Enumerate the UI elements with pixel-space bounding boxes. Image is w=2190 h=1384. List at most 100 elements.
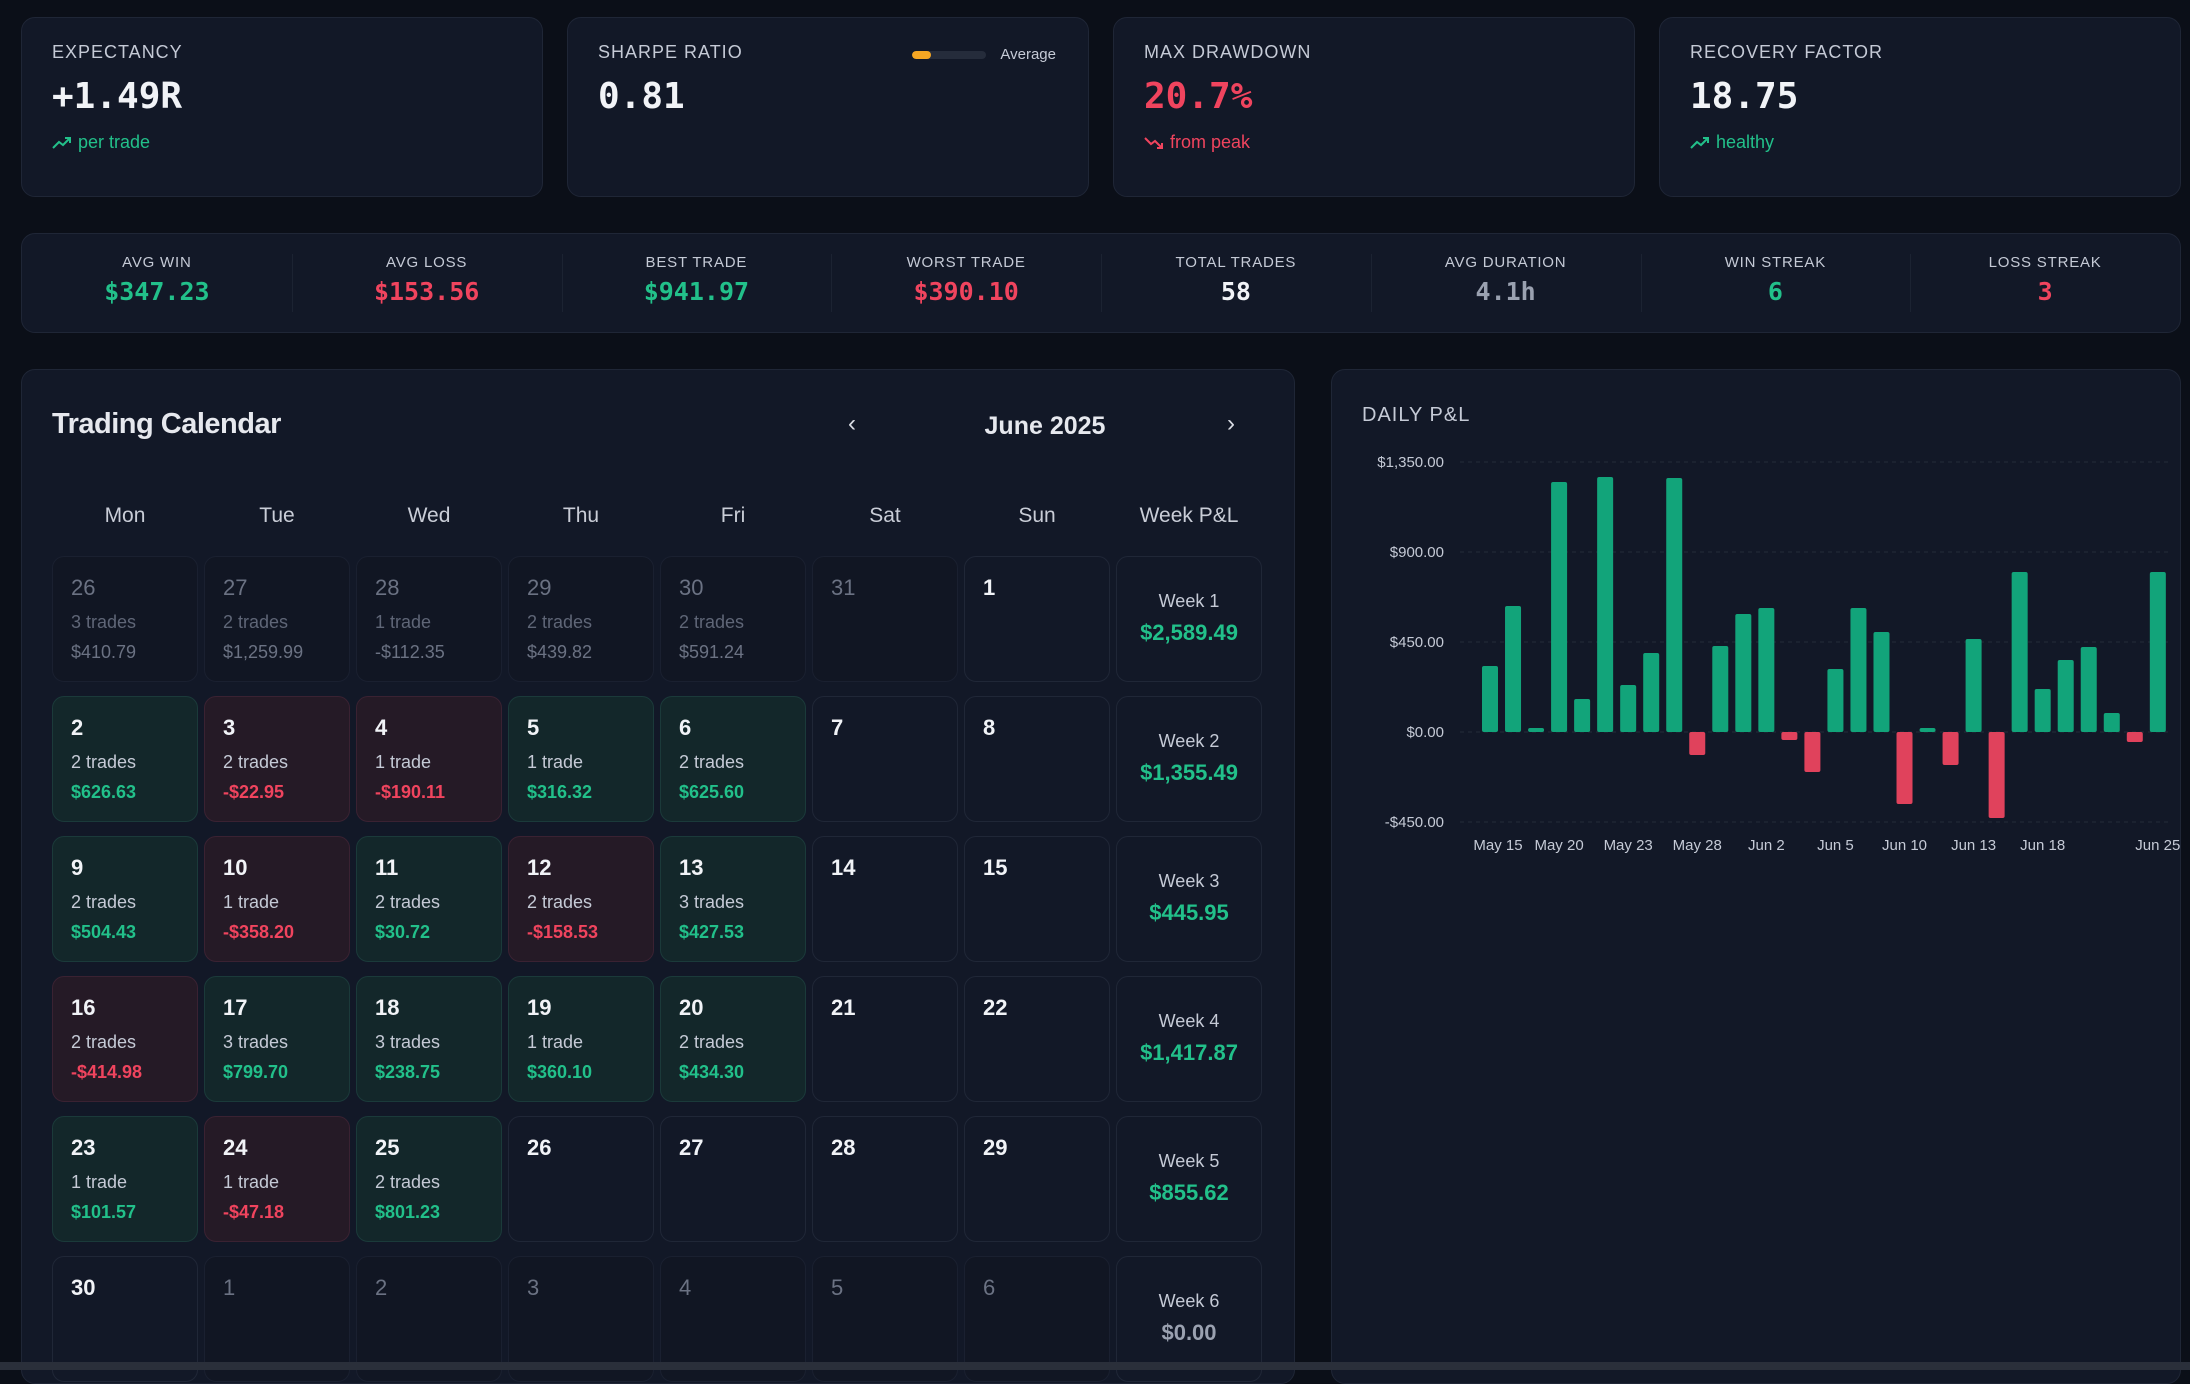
calendar-day-cell[interactable]: 12 2 trades -$158.53 bbox=[508, 836, 654, 962]
pnl-bar[interactable] bbox=[1643, 653, 1660, 732]
pnl-bar[interactable] bbox=[1574, 699, 1591, 732]
pnl-bar[interactable] bbox=[2057, 660, 2074, 732]
pnl-bar[interactable] bbox=[1758, 608, 1775, 732]
calendar-day-cell[interactable]: 25 2 trades $801.23 bbox=[356, 1116, 502, 1242]
calendar-day-cell[interactable]: 23 1 trade $101.57 bbox=[52, 1116, 198, 1242]
pnl-bar[interactable] bbox=[2126, 732, 2143, 742]
stat-value: 4.1h bbox=[1475, 277, 1536, 306]
pnl-bar[interactable] bbox=[2149, 572, 2166, 732]
kpi-label: SHARPE RATIO bbox=[598, 42, 743, 62]
day-pnl: -$158.53 bbox=[527, 922, 599, 942]
calendar-day-cell[interactable]: 3 bbox=[508, 1256, 654, 1382]
calendar-day-cell[interactable]: 11 2 trades $30.72 bbox=[356, 836, 502, 962]
calendar-day-cell[interactable]: 7 bbox=[812, 696, 958, 822]
calendar-day-cell[interactable]: 4 1 trade -$190.11 bbox=[356, 696, 502, 822]
calendar-day-cell[interactable]: 14 bbox=[812, 836, 958, 962]
pnl-bar[interactable] bbox=[1988, 732, 2005, 818]
calendar-day-cell[interactable]: 29 bbox=[964, 1116, 1110, 1242]
day-trade-count: 1 trade bbox=[375, 752, 432, 772]
pnl-bar[interactable] bbox=[1505, 606, 1522, 732]
calendar-day-cell[interactable]: 31 bbox=[812, 556, 958, 682]
bottom-scrollbar[interactable] bbox=[0, 1362, 2190, 1370]
calendar-day-cell[interactable]: 20 2 trades $434.30 bbox=[660, 976, 806, 1102]
calendar-day-cell[interactable]: 24 1 trade -$47.18 bbox=[204, 1116, 350, 1242]
calendar-day-cell[interactable]: 10 1 trade -$358.20 bbox=[204, 836, 350, 962]
day-number: 8 bbox=[983, 715, 996, 740]
calendar-day-cell[interactable]: 28 1 trade -$112.35 bbox=[356, 556, 502, 682]
prev-month-button[interactable]: ‹ bbox=[848, 410, 856, 438]
calendar-day-cell[interactable]: 26 bbox=[508, 1116, 654, 1242]
day-pnl: $101.57 bbox=[71, 1202, 137, 1222]
calendar-day-cell[interactable]: 22 bbox=[964, 976, 1110, 1102]
pnl-bar[interactable] bbox=[2034, 689, 2051, 732]
calendar-day-cell[interactable]: 3 2 trades -$22.95 bbox=[204, 696, 350, 822]
pnl-bar[interactable] bbox=[1896, 732, 1913, 804]
weekday-header: Tue bbox=[259, 504, 295, 527]
gauge-fill bbox=[912, 50, 931, 59]
pnl-bar[interactable] bbox=[1482, 666, 1498, 732]
day-number: 3 bbox=[223, 715, 236, 740]
calendar-day-cell[interactable]: 5 bbox=[812, 1256, 958, 1382]
pnl-bar[interactable] bbox=[1528, 728, 1545, 732]
pnl-bar[interactable] bbox=[1827, 669, 1844, 732]
pnl-bar[interactable] bbox=[1942, 732, 1959, 765]
pnl-bar[interactable] bbox=[1597, 477, 1614, 732]
pnl-bar[interactable] bbox=[1620, 685, 1637, 732]
calendar-day-cell[interactable]: 1 bbox=[964, 556, 1110, 682]
calendar-day-cell[interactable]: 16 2 trades -$414.98 bbox=[52, 976, 198, 1102]
calendar-day-cell[interactable]: 18 3 trades $238.75 bbox=[356, 976, 502, 1102]
calendar-day-cell[interactable]: 8 bbox=[964, 696, 1110, 822]
pnl-bar[interactable] bbox=[1850, 608, 1867, 732]
calendar-day-cell[interactable]: 28 bbox=[812, 1116, 958, 1242]
day-number: 6 bbox=[983, 1275, 996, 1300]
kpi-value: +1.49R bbox=[52, 76, 183, 117]
pnl-bar[interactable] bbox=[1873, 632, 1890, 732]
pnl-bar[interactable] bbox=[1712, 646, 1729, 732]
calendar-day-cell[interactable]: 1 bbox=[204, 1256, 350, 1382]
calendar-day-cell[interactable]: 27 bbox=[660, 1116, 806, 1242]
day-number: 13 bbox=[679, 855, 704, 880]
day-pnl: -$190.11 bbox=[375, 782, 446, 802]
calendar-day-cell[interactable]: 5 1 trade $316.32 bbox=[508, 696, 654, 822]
stat-label: TOTAL TRADES bbox=[1175, 254, 1297, 271]
calendar-day-cell[interactable]: 26 3 trades $410.79 bbox=[52, 556, 198, 682]
day-number: 28 bbox=[375, 575, 400, 600]
trading-calendar-panel: Trading Calendar ‹ June 2025 › Mon Tue Wed… bbox=[21, 369, 1295, 1384]
pnl-bar[interactable] bbox=[2103, 713, 2120, 732]
calendar-day-cell[interactable]: 4 bbox=[660, 1256, 806, 1382]
calendar-day-cell[interactable]: 19 1 trade $360.10 bbox=[508, 976, 654, 1102]
calendar-day-cell[interactable]: 2 bbox=[356, 1256, 502, 1382]
pnl-bar[interactable] bbox=[1804, 732, 1821, 772]
day-number: 1 bbox=[983, 575, 996, 600]
day-number: 2 bbox=[71, 715, 84, 740]
day-number: 24 bbox=[223, 1135, 248, 1160]
calendar-day-cell[interactable]: 9 2 trades $504.43 bbox=[52, 836, 198, 962]
pnl-bar[interactable] bbox=[1666, 478, 1683, 732]
calendar-day-cell[interactable]: 15 bbox=[964, 836, 1110, 962]
pnl-bar[interactable] bbox=[2011, 572, 2028, 732]
week-pnl-cell: Week 6 $0.00 bbox=[1116, 1256, 1262, 1382]
calendar-day-cell[interactable]: 17 3 trades $799.70 bbox=[204, 976, 350, 1102]
calendar-day-cell[interactable]: 21 bbox=[812, 976, 958, 1102]
pnl-bar[interactable] bbox=[1919, 728, 1936, 732]
chevron-right-icon: › bbox=[1227, 410, 1235, 437]
next-month-button[interactable]: › bbox=[1227, 410, 1235, 438]
week-value: $1,355.49 bbox=[1140, 760, 1238, 785]
calendar-day-cell[interactable]: 27 2 trades $1,259.99 bbox=[204, 556, 350, 682]
calendar-day-cell[interactable]: 29 2 trades $439.82 bbox=[508, 556, 654, 682]
pnl-bar[interactable] bbox=[1781, 732, 1798, 740]
week-pnl-cell: Week 3 $445.95 bbox=[1116, 836, 1262, 962]
pnl-bar[interactable] bbox=[1735, 614, 1752, 732]
kpi-subtext-label: from peak bbox=[1170, 132, 1251, 152]
calendar-day-cell[interactable]: 6 2 trades $625.60 bbox=[660, 696, 806, 822]
pnl-bar[interactable] bbox=[1965, 639, 1982, 732]
calendar-day-cell[interactable]: 13 3 trades $427.53 bbox=[660, 836, 806, 962]
pnl-bar[interactable] bbox=[1551, 482, 1568, 732]
x-tick-label: May 23 bbox=[1604, 837, 1653, 854]
calendar-day-cell[interactable]: 30 2 trades $591.24 bbox=[660, 556, 806, 682]
pnl-bar[interactable] bbox=[1689, 732, 1706, 755]
pnl-bar[interactable] bbox=[2080, 647, 2097, 732]
x-tick-label: Jun 25 bbox=[2135, 837, 2180, 854]
calendar-day-cell[interactable]: 2 2 trades $626.63 bbox=[52, 696, 198, 822]
calendar-day-cell[interactable]: 6 bbox=[964, 1256, 1110, 1382]
